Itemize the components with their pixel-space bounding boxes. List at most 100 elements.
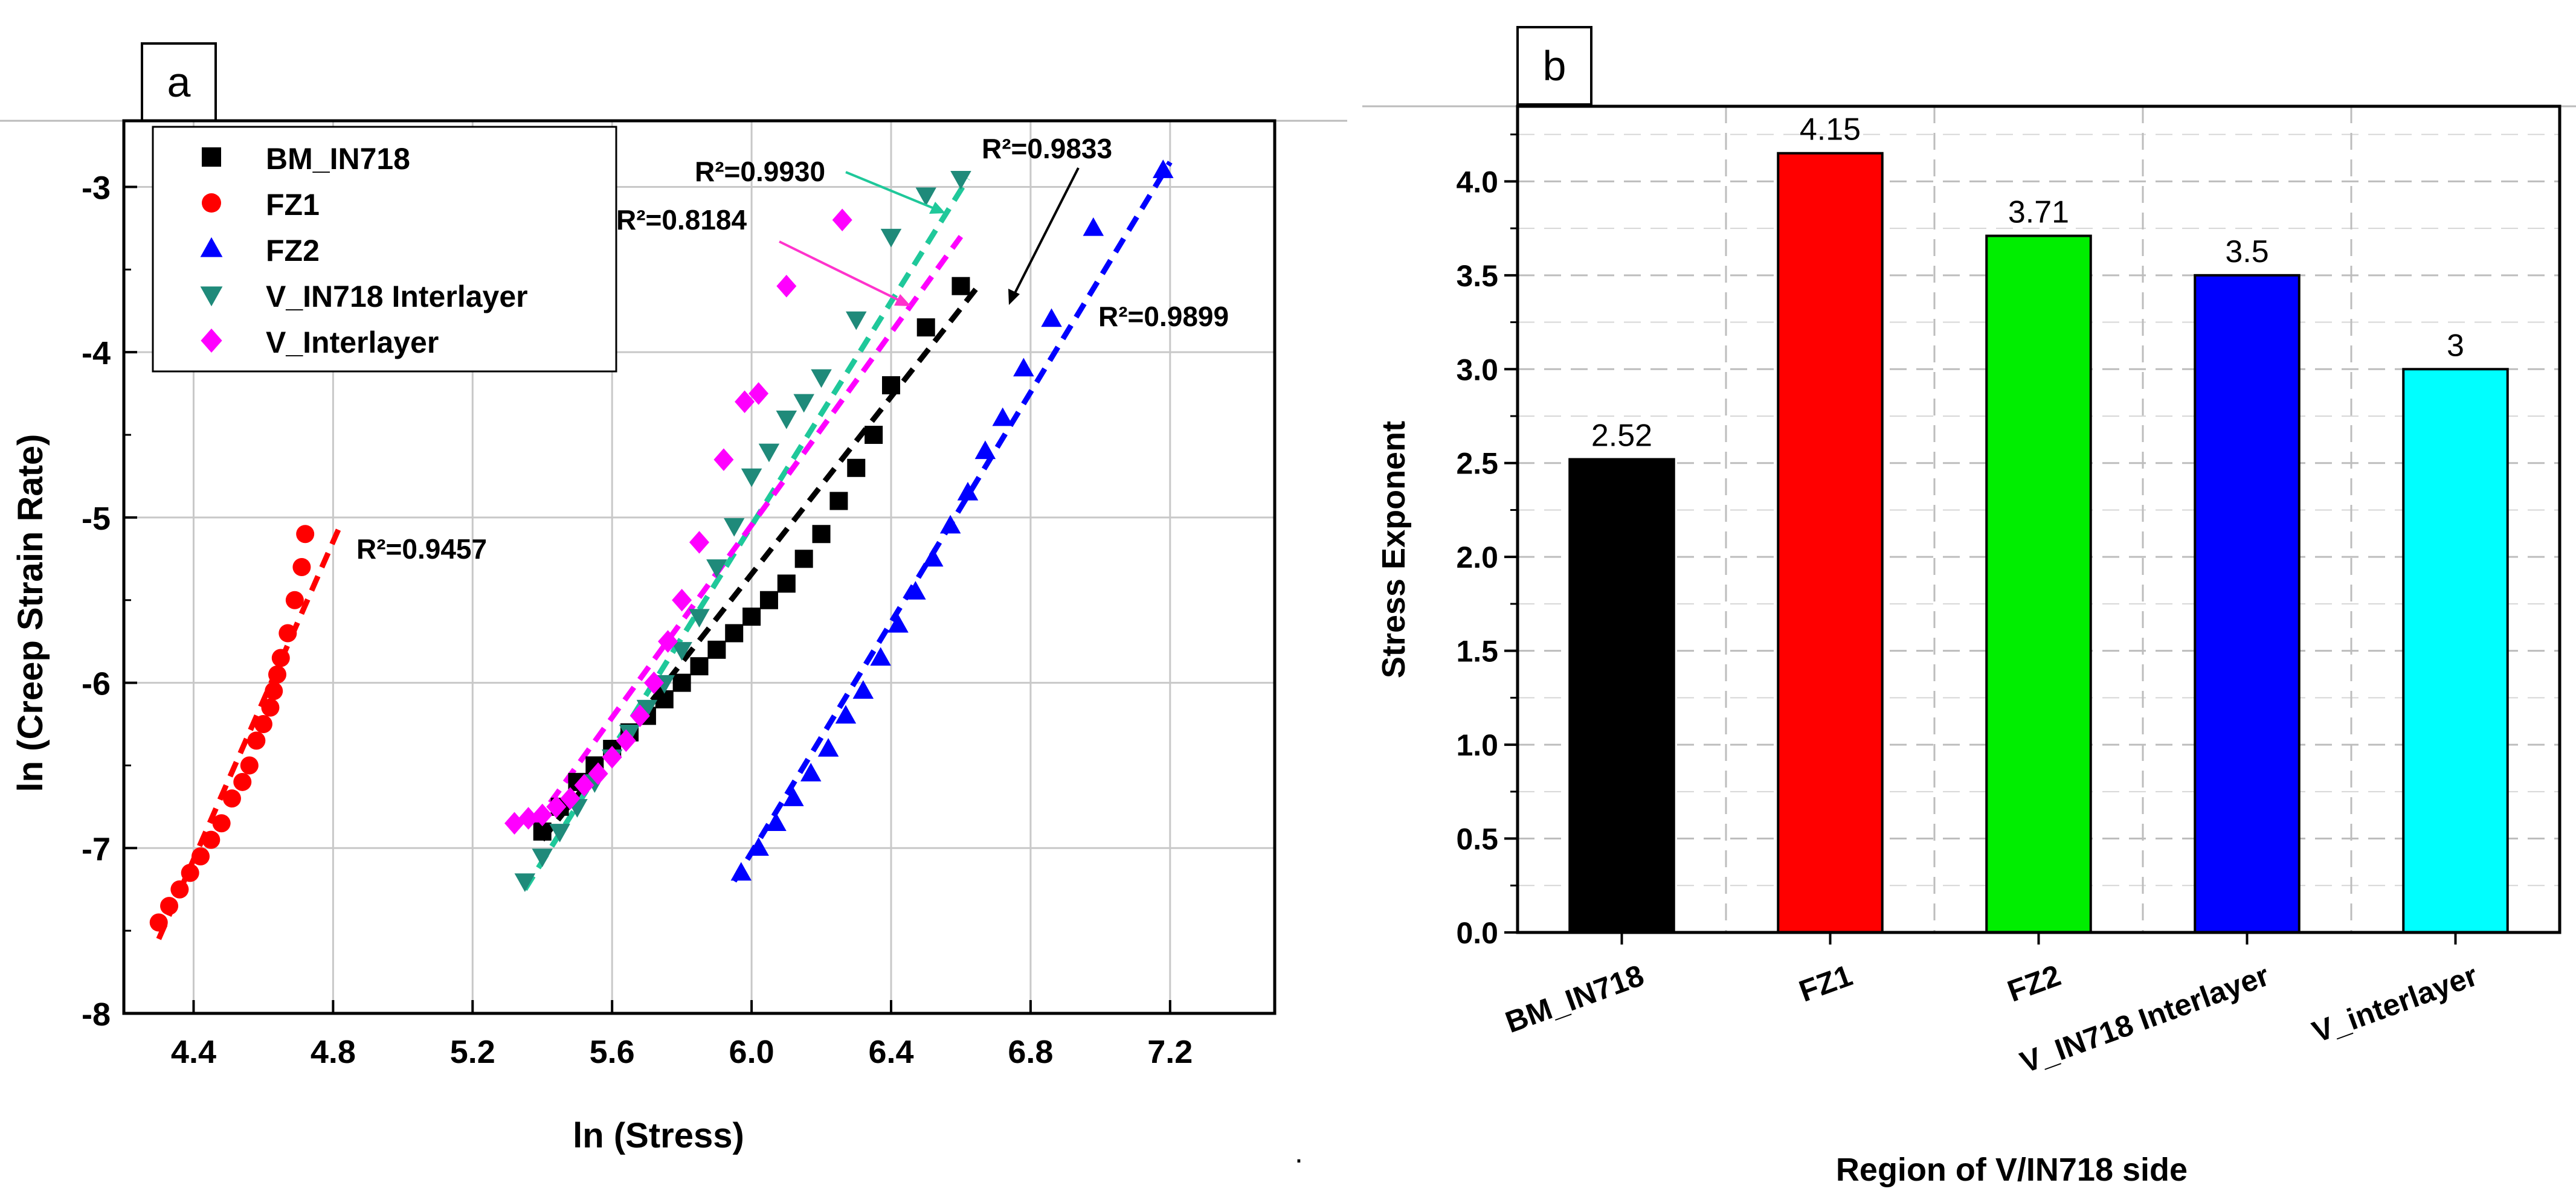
data-point-bm-in718 xyxy=(794,550,813,568)
panel-a-x-tick-label: 6.0 xyxy=(729,1034,774,1070)
panel-a-x-tick-label: 5.2 xyxy=(450,1034,495,1070)
data-point-v-interlayer xyxy=(735,390,755,414)
data-point-v-in718-interlayer xyxy=(689,609,710,628)
data-point-v-in718-interlayer xyxy=(741,468,762,487)
data-point-fz2 xyxy=(835,705,857,724)
data-point-bm-in718 xyxy=(847,458,866,477)
data-point-fz1 xyxy=(202,830,221,849)
data-point-fz1 xyxy=(268,665,286,684)
legend-label-fz1: FZ1 xyxy=(266,188,320,222)
data-point-v-in718-interlayer xyxy=(880,228,902,248)
annotation-r2-fz1: R²=0.9457 xyxy=(356,533,487,565)
data-point-fz2 xyxy=(765,812,787,831)
legend-marker-v-in718-interlayer xyxy=(200,286,223,307)
bar-fz1 xyxy=(1777,152,1884,934)
panel-a-y-tick-label: -7 xyxy=(82,831,111,867)
data-point-v-in718-interlayer xyxy=(776,410,797,429)
legend-marker-fz1 xyxy=(202,193,221,213)
panel-a-x-tick-label: 4.4 xyxy=(171,1034,216,1070)
data-point-fz1 xyxy=(254,715,272,734)
annotation-arrow-v-interlayer xyxy=(779,240,907,305)
data-point-fz1 xyxy=(292,558,311,576)
data-point-fz2 xyxy=(783,788,804,806)
data-point-fz1 xyxy=(233,772,252,791)
data-point-bm-in718 xyxy=(690,657,709,676)
data-point-fz1 xyxy=(247,731,266,750)
data-point-fz2 xyxy=(852,680,874,699)
data-point-v-interlayer xyxy=(630,704,650,728)
panel-b-bars: 2.52 4.15 3.71 3.5 3 xyxy=(1568,112,2509,934)
data-point-fz1 xyxy=(222,789,241,808)
data-point-v-in718-interlayer xyxy=(532,849,553,867)
panel-b-y-axis-label: Stress Exponent xyxy=(1376,421,1412,678)
annotation-r2-v-in718-interlayer: R²=0.9930 xyxy=(695,156,825,187)
data-point-bm-in718 xyxy=(742,608,761,626)
data-point-fz1 xyxy=(181,864,199,882)
panel-a-x-tick-label: 7.2 xyxy=(1147,1034,1193,1070)
data-point-fz2 xyxy=(1013,358,1034,377)
data-point-v-interlayer xyxy=(518,807,539,830)
data-point-fz2 xyxy=(1153,159,1174,178)
data-point-v-in718-interlayer xyxy=(846,311,867,330)
panel-a-x-tick-label: 4.8 xyxy=(311,1034,356,1070)
fit-line-bm-in718 xyxy=(540,284,980,842)
data-point-bm-in718 xyxy=(882,376,900,394)
data-point-fz2 xyxy=(939,515,961,534)
panel-b-plot-frame xyxy=(1516,104,2562,934)
data-point-fz1 xyxy=(285,591,304,609)
data-point-bm-in718 xyxy=(812,525,831,544)
bar-value-label-fz2: 3.71 xyxy=(2008,195,2069,230)
data-point-fz2 xyxy=(974,440,996,460)
data-point-fz1 xyxy=(240,756,259,775)
data-point-fz2 xyxy=(887,614,909,633)
data-point-bm-in718 xyxy=(707,640,726,659)
data-point-fz2 xyxy=(800,763,822,781)
data-point-v-in718-interlayer xyxy=(915,187,936,207)
bar-value-label-v-in718-interlayer: 3.5 xyxy=(2225,234,2268,269)
data-point-bm-in718 xyxy=(829,492,848,510)
panel-b-y-tick-label: 0.5 xyxy=(1456,823,1498,856)
panel-b-label-box xyxy=(1516,26,1592,106)
panel-b-x-axis-label: Region of V/IN718 side xyxy=(1836,1152,2188,1188)
data-point-v-interlayer xyxy=(546,795,567,818)
data-point-v-in718-interlayer xyxy=(723,518,745,537)
data-point-v-in718-interlayer xyxy=(950,171,971,190)
data-point-fz1 xyxy=(212,814,231,833)
panel-a-y-tick-label: -5 xyxy=(82,501,111,537)
data-point-v-interlayer xyxy=(749,382,769,405)
panel-a-legend-items: BM_IN718 FZ1 FZ2 V_IN718 Interlayer V_Interl… xyxy=(200,142,528,359)
panel-a-legend: BM_IN718 FZ1 FZ2 V_IN718 Interlayer V_Interl… xyxy=(152,126,617,373)
annotation-r2-v-interlayer: R²=0.8184 xyxy=(616,204,747,236)
panel-a-x-tick-label: 5.6 xyxy=(590,1034,635,1070)
panel-a-plot-frame xyxy=(122,119,1277,1015)
data-point-v-interlayer xyxy=(643,671,664,695)
data-point-v-in718-interlayer xyxy=(758,443,780,463)
panel-b-y-tick-label: 0.0 xyxy=(1456,916,1498,950)
annotation-arrowhead-v-in718-interlayer xyxy=(929,202,945,214)
data-point-fz2 xyxy=(992,407,1013,426)
data-point-v-interlayer xyxy=(574,774,594,797)
data-point-v-interlayer xyxy=(532,803,553,827)
annotation-arrow-bm-in718 xyxy=(1011,167,1080,300)
data-point-fz1 xyxy=(265,682,283,701)
panel-a-y-axis-label: ln (Creep Strain Rate) xyxy=(11,434,50,792)
data-point-fz1 xyxy=(296,525,315,544)
data-point-fz1 xyxy=(192,847,210,865)
panel-a-label-box xyxy=(141,42,217,122)
panel-b-y-tick-label: 3.5 xyxy=(1456,259,1498,293)
panel-a-annotations: R²=0.9930 R²=0.9833 R²=0.8184 R²=0.9899 … xyxy=(356,133,1229,565)
data-point-v-interlayer xyxy=(713,448,734,471)
data-point-bm-in718 xyxy=(759,591,778,609)
data-point-fz1 xyxy=(160,897,179,916)
data-point-v-interlayer xyxy=(689,531,709,554)
annotation-r2-bm-in718: R²=0.9833 xyxy=(982,133,1112,164)
data-point-v-interlayer xyxy=(658,630,678,653)
panel-a-y-tick-label: -4 xyxy=(82,335,111,371)
annotation-arrowhead-v-interlayer xyxy=(894,294,911,306)
data-point-fz1 xyxy=(279,624,297,643)
legend-label-v-in718-interlayer: V_IN718 Interlayer xyxy=(266,280,528,313)
data-point-fz2 xyxy=(748,837,769,856)
bar-value-label-bm-in718: 2.52 xyxy=(1591,419,1652,454)
panel-b-y-tick-label: 2.0 xyxy=(1456,541,1498,574)
